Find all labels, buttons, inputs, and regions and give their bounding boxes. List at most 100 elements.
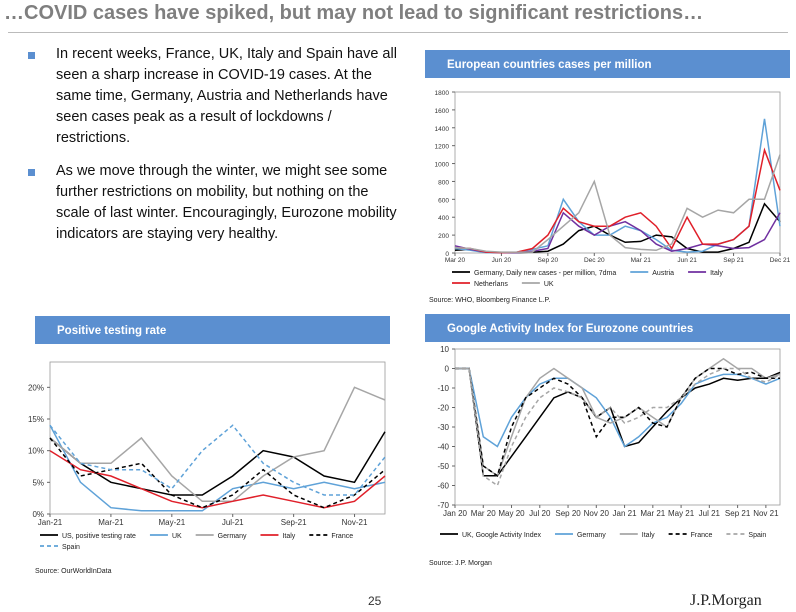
y-tick-label: -40 [437,443,449,452]
legend-label: Italy [710,270,723,277]
y-tick-label: 800 [438,179,449,186]
y-tick-label: 20% [28,383,44,392]
chart-source: Source: OurWorldInData [35,568,112,575]
title-rule [8,32,788,33]
y-tick-label: 10% [28,447,44,456]
x-tick-label: Jan 20 [443,509,468,518]
series-line [455,367,780,478]
series-line [49,437,386,509]
y-tick-label: 400 [438,215,449,222]
legend-label: Italy [642,532,655,539]
bullet: As we move through the winter, we might … [24,161,404,245]
legend-label: UK [544,281,554,288]
x-tick-label: Nov 21 [753,509,779,518]
chart-source: Source: J.P. Morgan [429,560,492,567]
legend-label: Spain [748,532,766,539]
x-tick-label: Dec 20 [584,257,605,264]
y-tick-label: 200 [438,233,449,240]
series-line [454,211,781,254]
x-tick-label: Nov-21 [342,518,368,527]
x-tick-label: May-21 [158,518,185,527]
x-tick-label: Sep 20 [538,257,559,264]
y-tick-label: 5% [32,478,44,487]
series-line [454,118,781,254]
page-number: 25 [368,594,382,608]
x-tick-label: Mar-21 [98,518,124,527]
series-line [455,367,781,448]
y-tick-label: -10 [437,384,449,393]
x-tick-label: Jun 21 [677,257,697,264]
chart-header [425,50,790,78]
legend-label: Germany [218,533,247,540]
legend-label: France [331,533,353,540]
legend-label: US, positive testing rate [62,533,136,540]
x-tick-label: Jul-21 [222,518,244,527]
chart-title: European countries cases per million [447,59,652,71]
slide-title: …COVID cases have spiked, but may not le… [4,2,704,24]
legend-label: Netherlans [474,281,508,288]
x-tick-label: Nov 20 [584,509,610,518]
x-tick-label: May 21 [668,509,695,518]
series-line [454,202,781,254]
y-tick-label: 0 [445,251,449,258]
series-line [454,154,781,253]
x-tick-label: Jan-21 [38,518,63,527]
x-tick-label: Mar 20 [471,509,496,518]
y-tick-label: 1200 [435,144,450,151]
series-line [49,424,386,496]
y-tick-label: -30 [437,423,449,432]
series-line [455,367,781,487]
y-tick-label: 1400 [435,126,450,133]
series-line [455,367,781,477]
x-tick-label: Sep 20 [555,509,581,518]
y-tick-label: 1800 [435,90,450,97]
y-tick-label: 0 [445,365,450,374]
series-line [49,424,386,512]
y-tick-label: -50 [437,462,449,471]
x-tick-label: Sep 21 [723,257,744,264]
x-tick-label: Jan 21 [613,509,638,518]
series-line [455,357,781,477]
plot-frame [454,91,781,254]
chart-title: Positive testing rate [57,325,166,337]
legend-label: Germany [577,532,606,539]
legend-label: Germany, Daily new cases - per million, … [474,270,616,277]
y-tick-label: -70 [437,501,449,510]
x-tick-label: Mar 20 [445,257,466,264]
series-line [49,431,386,496]
y-tick-label: 0% [32,510,44,519]
y-tick-label: -60 [437,482,449,491]
x-tick-label: Jun 20 [492,257,512,264]
y-tick-label: 10 [440,345,449,354]
x-tick-label: Dec 21 [770,257,791,264]
y-tick-label: 15% [28,415,44,424]
legend-label: Italy [282,533,295,540]
legend-label: Austria [652,270,674,277]
y-tick-label: 1600 [435,108,450,115]
legend-label: Spain [62,544,80,551]
x-tick-label: Sep 21 [725,509,751,518]
legend-label: UK [172,533,182,540]
legend-label: UK, Google Activity Index [462,532,541,539]
y-tick-label: 1000 [435,162,450,169]
x-tick-label: Jul 21 [699,509,721,518]
x-tick-label: May 20 [498,509,525,518]
bullet-list: In recent weeks, France, UK, Italy and S… [24,44,404,257]
chart-source: Source: WHO, Bloomberg Finance L.P. [429,297,550,304]
y-tick-label: 600 [438,197,449,204]
chart-header [425,314,790,342]
series-line [49,450,386,509]
series-line [454,147,781,254]
x-tick-label: Jul 20 [529,509,551,518]
x-tick-label: Mar 21 [631,257,652,264]
chart-header [35,316,390,344]
x-tick-label: Mar 21 [640,509,665,518]
plot-frame [49,361,386,515]
legend-label: France [691,532,713,539]
y-tick-label: -20 [437,404,449,413]
x-tick-label: Sep-21 [281,518,307,527]
logo: J.P.Morgan [690,592,762,609]
bullet: In recent weeks, France, UK, Italy and S… [24,44,404,149]
